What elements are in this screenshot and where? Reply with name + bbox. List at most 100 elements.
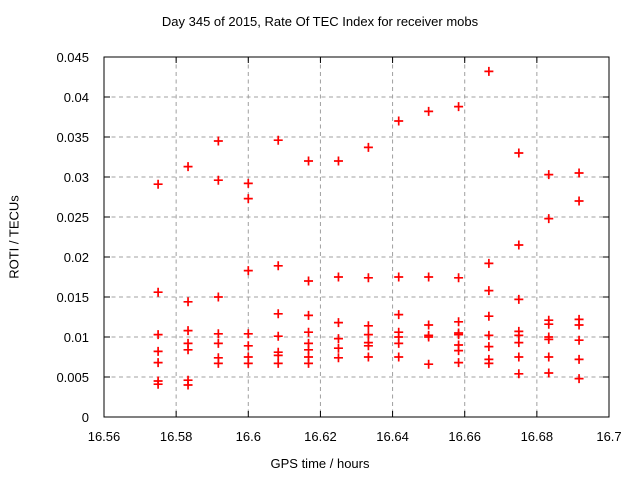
data-point-marker: [153, 179, 163, 189]
data-point-marker: [273, 350, 283, 360]
data-point-marker: [424, 272, 434, 282]
data-point-marker: [363, 142, 373, 152]
data-point-marker: [183, 326, 193, 336]
data-point-marker: [544, 170, 554, 180]
x-tick-label: 16.56: [87, 429, 121, 444]
x-tick-label: 16.6: [235, 429, 261, 444]
data-point-marker: [153, 358, 163, 368]
data-point-marker: [394, 116, 404, 126]
data-point-marker: [183, 297, 193, 307]
data-point-marker: [243, 358, 253, 368]
x-tick-label: 16.58: [159, 429, 193, 444]
y-tick-label: 0.025: [56, 210, 89, 225]
data-point-marker: [273, 358, 283, 368]
data-point-marker: [363, 330, 373, 340]
data-point-marker: [454, 317, 464, 327]
data-point-marker: [514, 352, 524, 362]
plot-border: [103, 56, 610, 418]
data-point-marker: [213, 338, 223, 348]
data-point-marker: [304, 156, 314, 166]
data-point-marker: [394, 352, 404, 362]
y-axis-title: ROTI / TECUs: [6, 195, 22, 279]
data-point-marker: [394, 272, 404, 282]
data-point-marker: [243, 266, 253, 276]
data-point-marker: [484, 330, 494, 340]
data-point-marker: [544, 368, 554, 378]
data-point-marker: [243, 329, 253, 339]
data-point-marker: [243, 341, 253, 351]
data-point-marker: [574, 196, 584, 206]
data-point-marker: [454, 358, 464, 368]
data-point-marker: [213, 136, 223, 146]
data-point-marker: [544, 214, 554, 224]
y-tick-label: 0.02: [63, 250, 89, 265]
data-point-marker: [273, 331, 283, 341]
data-point-marker: [424, 359, 434, 369]
data-point-marker: [484, 358, 494, 368]
y-tick-label: 0.045: [56, 50, 89, 65]
data-point-marker: [153, 379, 163, 389]
x-tick-label: 16.62: [304, 429, 337, 444]
data-point-marker: [243, 178, 253, 188]
data-point-marker: [363, 273, 373, 283]
data-point-marker: [484, 311, 494, 321]
y-tick-label: 0.005: [56, 370, 89, 385]
data-point-marker: [304, 310, 314, 320]
data-point-marker: [484, 66, 494, 76]
y-tick-label: 0: [81, 410, 89, 425]
data-point-marker: [333, 272, 343, 282]
data-point-marker: [273, 309, 283, 319]
data-point-marker: [273, 135, 283, 145]
data-point-marker: [213, 329, 223, 339]
data-point-marker: [514, 148, 524, 158]
data-point-marker: [333, 353, 343, 363]
data-point-marker: [484, 286, 494, 296]
data-point-marker: [424, 332, 434, 342]
data-point-marker: [484, 342, 494, 352]
x-tick-label: 16.7: [596, 429, 622, 444]
data-point-marker: [363, 352, 373, 362]
data-point-marker: [484, 258, 494, 268]
x-axis-title: GPS time / hours: [270, 456, 370, 471]
data-point-marker: [243, 194, 253, 204]
data-point-marker: [514, 294, 524, 304]
data-point-marker: [213, 292, 223, 302]
data-point-marker: [333, 318, 343, 328]
data-point-marker: [544, 334, 554, 344]
y-tick-label: 0.04: [63, 90, 89, 105]
data-point-marker: [424, 320, 434, 330]
data-point-marker: [544, 319, 554, 329]
data-point-marker: [514, 338, 524, 348]
data-point-marker: [424, 106, 434, 116]
data-point-marker: [454, 330, 464, 340]
data-point-marker: [574, 335, 584, 345]
data-point-marker: [153, 346, 163, 356]
data-point-marker: [333, 334, 343, 344]
data-point-marker: [183, 380, 193, 390]
data-point-marker: [304, 358, 314, 368]
chart-title: Day 345 of 2015, Rate Of TEC Index for r…: [161, 14, 479, 29]
data-point-marker: [153, 330, 163, 340]
y-tick-label: 0.015: [56, 290, 89, 305]
data-point-marker: [514, 240, 524, 250]
data-point-marker: [183, 345, 193, 355]
data-point-marker: [273, 261, 283, 271]
y-tick-label: 0.03: [63, 170, 89, 185]
x-tick-label: 16.64: [376, 429, 409, 444]
data-point-marker: [514, 369, 524, 379]
data-point-marker: [454, 346, 464, 356]
data-point-marker: [304, 276, 314, 286]
data-point-marker: [574, 320, 584, 330]
data-point-marker: [574, 374, 584, 384]
x-tick-label: 16.68: [520, 429, 554, 444]
data-point-marker: [363, 341, 373, 351]
data-point-marker: [213, 358, 223, 368]
x-tick-label: 16.66: [448, 429, 481, 444]
data-point-marker: [574, 354, 584, 364]
data-point-marker: [454, 102, 464, 112]
data-point-marker: [213, 175, 223, 185]
data-point-marker: [574, 168, 584, 178]
data-point-marker: [304, 327, 314, 337]
